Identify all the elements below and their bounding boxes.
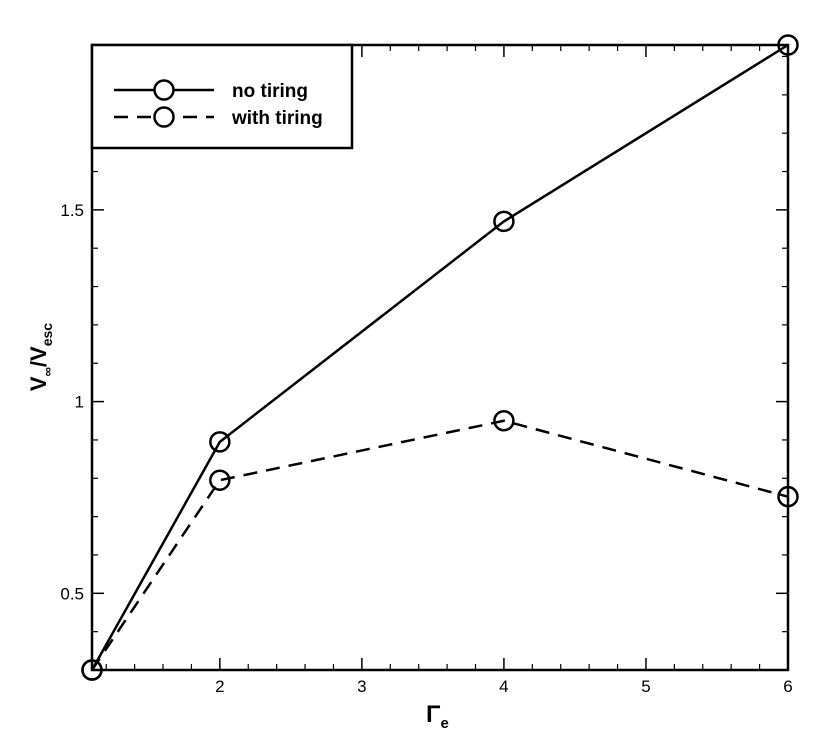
y-axis-label-part2: V	[26, 346, 51, 361]
y-tick-label: 0.5	[60, 584, 84, 603]
x-tick-label: 3	[357, 677, 366, 696]
axis-tick-labels: 2 3 4 5 6 0.5 1 1.5	[60, 201, 792, 696]
data-point-with-tiring	[493, 410, 515, 432]
data-point-no-tiring	[493, 210, 515, 233]
x-axis-label: Γe	[426, 701, 449, 732]
series-line-with-tiring	[90, 419, 789, 671]
y-axis-label-part1: V	[26, 376, 51, 391]
x-tick-label: 4	[499, 677, 508, 696]
legend-marker-with-tiring	[153, 106, 175, 128]
data-point-with-tiring	[81, 659, 103, 681]
legend-marker-no-tiring	[153, 79, 175, 101]
data-point-with-tiring	[777, 485, 799, 508]
legend-box	[90, 43, 354, 150]
y-tick-label: 1.5	[60, 201, 84, 220]
data-point-no-tiring	[209, 431, 231, 453]
x-tick-label: 6	[783, 677, 792, 696]
data-point-with-tiring	[209, 469, 231, 491]
x-tick-label: 2	[215, 677, 224, 696]
legend-label-with-tiring: with tiring	[231, 108, 323, 129]
y-axis-label-sub2: esc	[39, 323, 55, 347]
plot-frame	[90, 43, 790, 672]
data-point-no-tiring	[777, 34, 799, 56]
series-line-no-tiring	[90, 43, 789, 671]
y-tick-label: 1	[75, 393, 84, 412]
legend-label-no-tiring: no tiring	[232, 81, 308, 102]
x-tick-label: 5	[641, 677, 650, 696]
y-axis-label: V∞/Vesc	[26, 323, 55, 391]
y-axis-label-sub1: ∞	[40, 367, 55, 376]
x-axis-label-sub: e	[440, 715, 448, 732]
y-axis-label-slash: /	[26, 361, 51, 367]
x-axis-label-main: Γ	[426, 701, 441, 728]
legend: no tiring with tiring	[90, 43, 354, 150]
series-layer	[81, 34, 799, 681]
